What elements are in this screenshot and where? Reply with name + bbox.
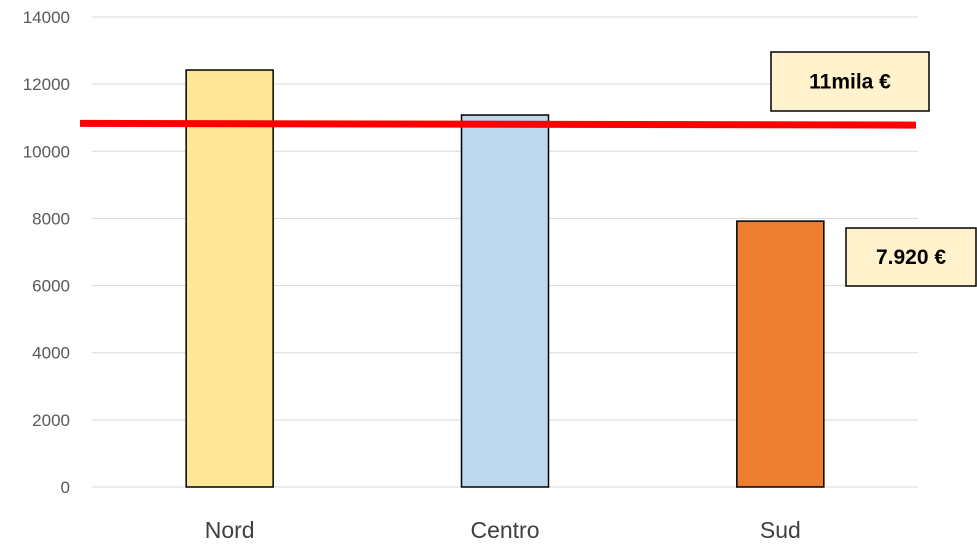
y-tick-label: 6000: [32, 277, 70, 296]
x-category-label: Centro: [470, 517, 539, 543]
bar-centro: [460, 114, 550, 488]
reference-line: [79, 119, 917, 129]
callout-label: 7.920 €: [876, 246, 946, 269]
y-tick-label: 12000: [23, 75, 70, 94]
y-tick-label: 10000: [23, 142, 70, 161]
callout-box: [845, 227, 977, 287]
x-category-label: Nord: [205, 517, 255, 543]
callout-box: [770, 51, 930, 112]
y-tick-label: 8000: [32, 209, 70, 228]
callout-label: 11mila €: [809, 71, 891, 94]
y-tick-label: 4000: [32, 344, 70, 363]
y-tick-label: 14000: [23, 8, 70, 27]
bar-nord: [185, 69, 274, 488]
y-tick-label: 2000: [32, 411, 70, 430]
x-category-label: Sud: [760, 517, 801, 543]
y-tick-label: 0: [61, 478, 70, 497]
bar-sud: [736, 220, 825, 488]
